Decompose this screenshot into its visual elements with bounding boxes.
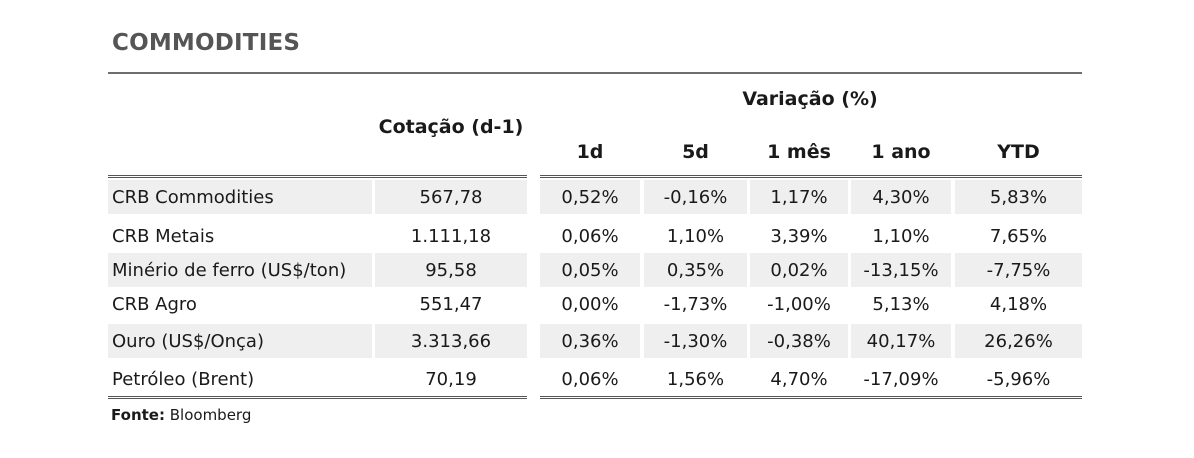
table-row: Minério de ferro (US$/ton) 95,58 0,05% 0… — [108, 253, 1082, 287]
row-1d: 0,52% — [540, 180, 640, 214]
source-note: Fonte: Bloomberg — [111, 406, 251, 424]
source-label: Fonte: — [111, 406, 165, 424]
header-1-mes: 1 mês — [767, 141, 831, 163]
table-row: Ouro (US$/Onça) 3.313,66 0,36% -1,30% -0… — [108, 324, 1082, 358]
row-5d: -1,30% — [644, 324, 747, 358]
row-ytd: 4,18% — [989, 293, 1048, 315]
header-1-ano: 1 ano — [871, 141, 931, 163]
table-top-rule-right — [540, 175, 1082, 178]
table-bottom-rule-left — [108, 396, 527, 399]
row-1-mes: 1,17% — [750, 180, 848, 214]
row-1d: 0,00% — [561, 293, 619, 315]
row-1d: 0,06% — [561, 368, 619, 390]
table-title: COMMODITIES — [112, 30, 301, 56]
row-name: CRB Commodities — [108, 180, 372, 214]
row-cotacao: 70,19 — [425, 368, 477, 390]
row-1-mes: 4,70% — [770, 368, 828, 390]
row-1-ano: -13,15% — [851, 253, 951, 287]
row-1d: 0,06% — [561, 225, 619, 247]
row-5d: 0,35% — [644, 253, 747, 287]
row-1d: 0,05% — [540, 253, 640, 287]
row-cotacao: 551,47 — [419, 293, 483, 315]
table-bottom-rule-right — [540, 396, 1082, 399]
row-1-ano: -17,09% — [863, 368, 939, 390]
row-ytd: -7,75% — [955, 253, 1082, 287]
header-1d: 1d — [576, 141, 604, 163]
row-name: CRB Agro — [112, 293, 197, 315]
header-cotacao: Cotação (d-1) — [378, 116, 524, 138]
row-ytd: -5,96% — [986, 368, 1051, 390]
header-5d: 5d — [682, 141, 709, 163]
header-ytd: YTD — [997, 141, 1040, 163]
source-value: Bloomberg — [169, 406, 252, 424]
row-1d: 0,36% — [540, 324, 640, 358]
title-rule — [108, 72, 1082, 74]
row-cotacao: 1.111,18 — [410, 225, 492, 247]
row-5d: 1,10% — [666, 225, 725, 247]
row-name: Minério de ferro (US$/ton) — [108, 253, 372, 287]
row-1-mes: 3,39% — [770, 225, 828, 247]
row-name: Ouro (US$/Onça) — [108, 324, 372, 358]
table-top-rule-left — [108, 175, 527, 178]
header-variacao: Variação (%) — [742, 88, 878, 110]
row-ytd: 7,65% — [989, 225, 1048, 247]
row-1-ano: 4,30% — [851, 180, 951, 214]
row-cotacao: 95,58 — [375, 253, 527, 287]
row-5d: 1,56% — [666, 368, 725, 390]
row-name: Petróleo (Brent) — [112, 368, 255, 390]
row-1-mes: -1,00% — [767, 293, 831, 315]
table-row: CRB Commodities 567,78 0,52% -0,16% 1,17… — [108, 180, 1082, 214]
row-cotacao: 567,78 — [375, 180, 527, 214]
table-row: CRB Metais 1.111,18 0,06% 1,10% 3,39% 1,… — [108, 219, 1082, 253]
row-cotacao: 3.313,66 — [375, 324, 527, 358]
row-1-ano: 5,13% — [872, 293, 930, 315]
row-ytd: 26,26% — [955, 324, 1082, 358]
row-1-mes: 0,02% — [750, 253, 848, 287]
row-1-ano: 40,17% — [851, 324, 951, 358]
table-row: CRB Agro 551,47 0,00% -1,73% -1,00% 5,13… — [108, 287, 1082, 321]
row-name: CRB Metais — [112, 225, 215, 247]
row-5d: -1,73% — [663, 293, 728, 315]
table-row: Petróleo (Brent) 70,19 0,06% 1,56% 4,70%… — [108, 362, 1082, 396]
row-1-ano: 1,10% — [872, 225, 930, 247]
row-5d: -0,16% — [644, 180, 747, 214]
row-ytd: 5,83% — [955, 180, 1082, 214]
row-1-mes: -0,38% — [750, 324, 848, 358]
